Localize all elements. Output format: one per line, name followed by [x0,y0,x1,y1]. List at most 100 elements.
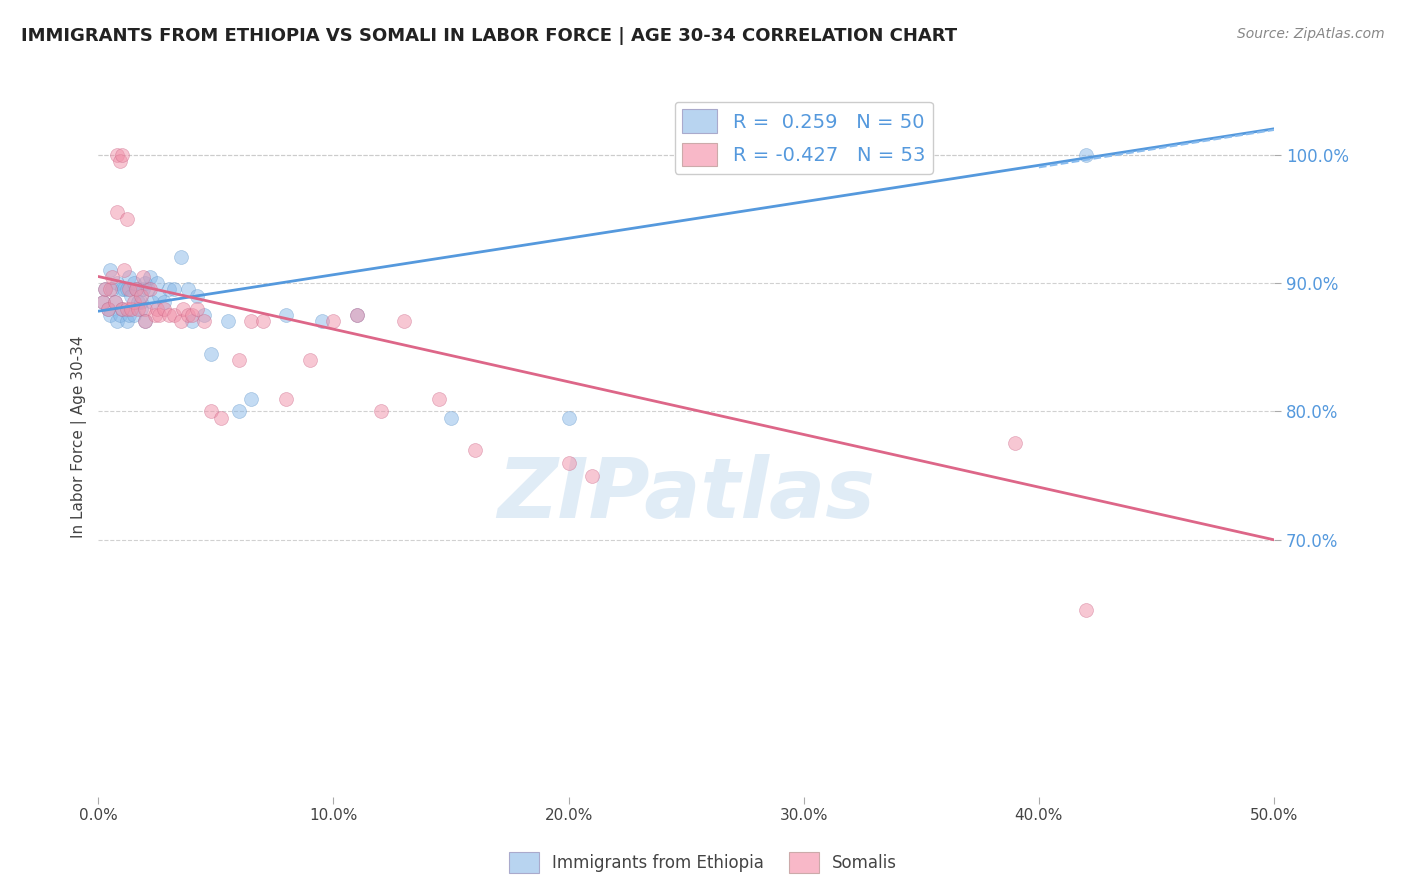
Point [209,410,232,425]
Point [464,442,486,457]
Point [125,282,148,296]
Point [104,295,127,310]
Point [392,314,415,328]
Legend: R =  0.259   N = 50, R = -0.427   N = 53: R = 0.259 N = 50, R = -0.427 N = 53 [675,102,934,174]
Point [148,308,170,322]
Point [252,314,274,328]
Point [105,147,128,161]
Point [132,269,155,284]
Point [169,314,191,328]
Point [276,392,298,406]
Point [141,295,163,310]
Point [105,205,128,219]
Y-axis label: In Labor Force | Age 30-34: In Labor Force | Age 30-34 [72,335,87,538]
Point [94,282,117,296]
Point [115,211,138,226]
Point [108,308,131,322]
Point [111,147,134,161]
Legend: Immigrants from Ethiopia, Somalis: Immigrants from Ethiopia, Somalis [502,846,904,880]
Point [172,301,194,316]
Point [177,282,200,296]
Text: Source: ZipAtlas.com: Source: ZipAtlas.com [1237,27,1385,41]
Point [134,314,156,328]
Point [94,282,117,296]
Point [111,301,134,316]
Point [557,456,579,470]
Point [139,282,162,296]
Point [122,295,145,310]
Point [129,301,152,316]
Point [129,295,152,310]
Point [108,153,131,168]
Point [115,301,138,316]
Point [111,301,134,316]
Point [228,404,250,418]
Point [427,392,450,406]
Point [440,410,463,425]
Point [157,282,180,296]
Text: IMMIGRANTS FROM ETHIOPIA VS SOMALI IN LABOR FORCE | AGE 30-34 CORRELATION CHART: IMMIGRANTS FROM ETHIOPIA VS SOMALI IN LA… [21,27,957,45]
Point [104,295,127,310]
Point [146,301,169,316]
Point [193,314,215,328]
Point [127,301,149,316]
Point [122,276,145,290]
Point [134,314,156,328]
Point [118,282,141,296]
Point [98,263,121,277]
Point [311,314,333,328]
Point [118,308,141,322]
Point [200,404,222,418]
Point [146,276,169,290]
Point [162,308,184,322]
Point [217,314,239,328]
Point [136,282,159,296]
Point [557,410,579,425]
Point [101,269,124,284]
Point [346,308,368,322]
Point [97,301,120,316]
Point [122,308,145,322]
Point [157,308,180,322]
Point [118,269,141,284]
Point [91,295,114,310]
Text: ZIPatlas: ZIPatlas [498,454,875,535]
Point [200,346,222,360]
Point [186,301,208,316]
Point [129,289,152,303]
Point [115,314,138,328]
Point [181,308,204,322]
Point [240,392,263,406]
Point [153,295,176,310]
Point [105,314,128,328]
Point [98,308,121,322]
Point [193,308,215,322]
Point [105,276,128,290]
Point [581,468,603,483]
Point [101,282,124,296]
Point [120,301,142,316]
Point [228,353,250,368]
Point [169,250,191,264]
Point [276,308,298,322]
Point [148,289,170,303]
Point [125,282,148,296]
Point [162,282,184,296]
Point [143,308,166,322]
Point [97,301,120,316]
Point [346,308,368,322]
Point [177,308,200,322]
Point [1004,436,1026,450]
Point [322,314,344,328]
Point [112,263,135,277]
Point [120,289,142,303]
Point [115,282,138,296]
Point [112,282,135,296]
Point [134,301,156,316]
Point [370,404,392,418]
Point [1074,603,1097,617]
Point [132,282,155,296]
Point [153,301,176,316]
Point [98,282,121,296]
Point [298,353,321,368]
